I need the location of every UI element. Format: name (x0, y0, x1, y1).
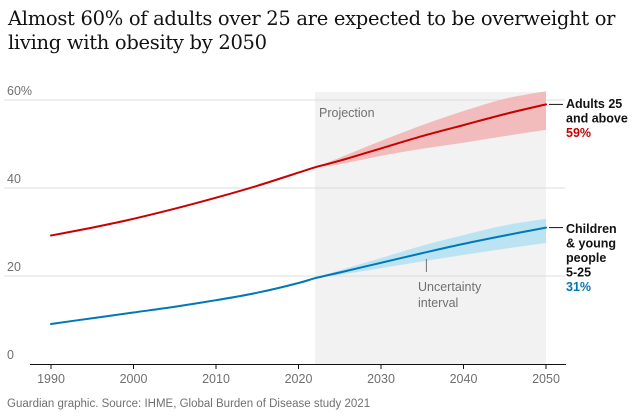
series-label-line: and above (566, 112, 628, 126)
x-axis-ticks: 1990 2000 2010 2020 2030 2040 2050 (37, 364, 560, 386)
uncertainty-bands (315, 91, 546, 279)
y-axis-ticks: 0 20 40 60% (7, 84, 32, 362)
source-note: Guardian graphic. Source: IHME, Global B… (7, 398, 371, 410)
chart-title: Almost 60% of adults over 25 are expecte… (8, 7, 616, 54)
x-tick-label: 2040 (450, 372, 478, 386)
x-tick-label: 1990 (37, 372, 65, 386)
uncertainty-label: Uncertainty interval (418, 280, 482, 310)
x-tick-label: 2050 (532, 372, 560, 386)
series-label-line: Children (566, 222, 617, 236)
series-label-line: & young (566, 237, 616, 251)
x-tick-label: 2020 (285, 372, 313, 386)
series-line (50, 226, 547, 325)
series-line (50, 103, 547, 237)
series-label-line: 5-25 (566, 266, 591, 280)
series-label-line: Adults 25 (566, 97, 622, 111)
series-lines (50, 103, 547, 325)
uncertainty-label-line: interval (418, 296, 458, 310)
projection-label: Projection (319, 106, 375, 120)
series-end-value: 31% (566, 280, 591, 294)
y-tick-label: 40 (7, 172, 21, 186)
x-tick-label: 2030 (367, 372, 395, 386)
uncertainty-label-line: Uncertainty (418, 280, 482, 294)
x-tick-label: 2010 (202, 372, 230, 386)
uncertainty-band (315, 218, 546, 279)
series-end-value: 59% (566, 126, 591, 140)
y-tick-label: 20 (7, 260, 21, 274)
y-tick-label: 60% (7, 84, 32, 98)
gridlines (4, 99, 565, 277)
uncertainty-band (315, 91, 546, 168)
series-label-line: people (566, 251, 606, 265)
y-tick-label: 0 (7, 348, 14, 362)
x-tick-label: 2000 (120, 372, 148, 386)
